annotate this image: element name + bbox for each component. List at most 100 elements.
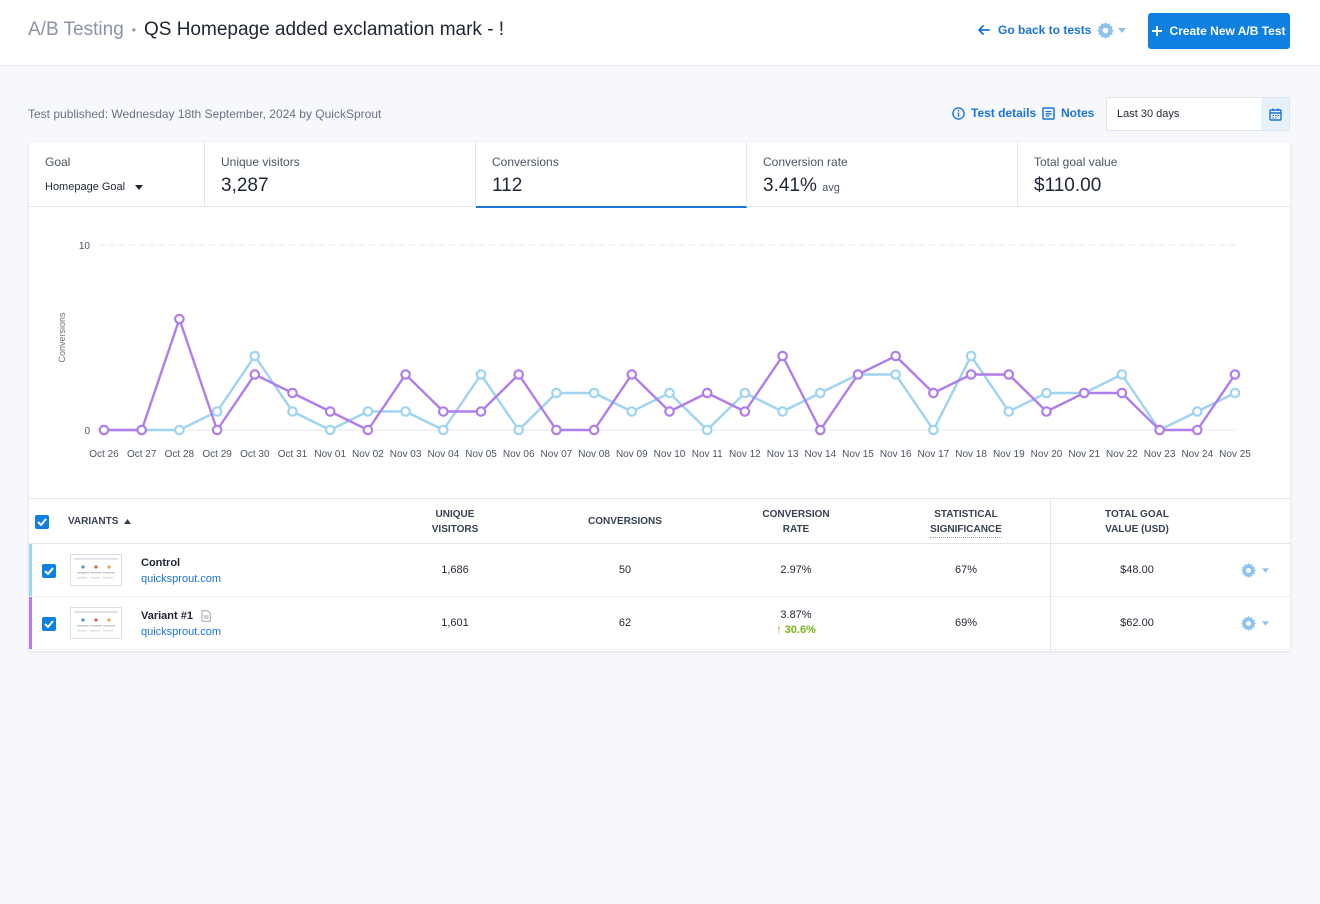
create-ab-test-button[interactable]: Create New A/B Test bbox=[1148, 13, 1290, 49]
control-settings-button[interactable] bbox=[1241, 563, 1269, 578]
gear-icon bbox=[1241, 563, 1256, 578]
select-all-checkbox[interactable] bbox=[35, 515, 49, 529]
top-bar: A/B Testing • QS Homepage added exclamat… bbox=[0, 0, 1320, 66]
series-1-point bbox=[1116, 369, 1128, 380]
x-tick-label: Nov 13 bbox=[767, 449, 799, 460]
breadcrumb-separator: • bbox=[131, 23, 136, 37]
x-tick-label: Oct 28 bbox=[165, 449, 195, 460]
statistical-significance-header[interactable]: STATISTICAL SIGNIFICANCE bbox=[916, 507, 1016, 538]
series-2-point bbox=[965, 369, 977, 380]
published-info: Test published: Wednesday 18th September… bbox=[28, 107, 382, 121]
variant-1-url-link[interactable]: quicksprout.com bbox=[141, 626, 222, 638]
conversion-rate-suffix: avg bbox=[822, 182, 840, 194]
series-1-point bbox=[664, 387, 675, 399]
series-1-point bbox=[777, 406, 788, 417]
variant-1-checkbox[interactable] bbox=[42, 617, 56, 631]
series-1-point bbox=[174, 424, 185, 436]
conversion-rate-number: 3.41% bbox=[763, 175, 817, 196]
series-2-point bbox=[777, 350, 788, 362]
page-preview-icon bbox=[74, 611, 118, 632]
conversion-rate-value: 3.41% avg bbox=[763, 175, 1017, 197]
x-tick-label: Nov 04 bbox=[427, 449, 459, 460]
metric-conversion-rate[interactable]: Conversion rate 3.41% avg bbox=[747, 142, 1018, 207]
breadcrumb-section[interactable]: A/B Testing bbox=[28, 19, 124, 40]
series-2-point bbox=[400, 369, 411, 380]
y-tick-label: 10 bbox=[79, 241, 91, 252]
series-1-point bbox=[739, 387, 751, 399]
series-2-point bbox=[513, 369, 524, 380]
control-checkbox[interactable] bbox=[42, 564, 56, 578]
series-2-point bbox=[287, 387, 298, 399]
variant-1-thumbnail[interactable] bbox=[70, 607, 122, 639]
metric-conversions[interactable]: Conversions 112 bbox=[476, 142, 747, 208]
goal-select[interactable]: Homepage Goal bbox=[45, 181, 204, 193]
variant-1-settings-button[interactable] bbox=[1241, 616, 1269, 631]
series-2-point bbox=[324, 406, 336, 417]
series-1-point bbox=[513, 424, 524, 436]
gear-icon bbox=[1097, 22, 1114, 39]
x-tick-label: Oct 30 bbox=[240, 449, 270, 460]
check-icon bbox=[37, 518, 47, 526]
conversions-label: Conversions bbox=[492, 155, 559, 169]
page-title: QS Homepage added exclamation mark - ! bbox=[143, 19, 505, 40]
control-name-label: Control bbox=[141, 557, 181, 569]
x-tick-label: Nov 22 bbox=[1106, 449, 1138, 460]
series-2-point bbox=[211, 424, 223, 436]
x-tick-label: Nov 21 bbox=[1068, 449, 1100, 460]
metric-total-goal-value[interactable]: Total goal value $110.00 bbox=[1018, 142, 1290, 207]
control-url-link[interactable]: quicksprout.com bbox=[141, 573, 222, 585]
metrics-bar: Goal Homepage Goal Unique visitors 3,287… bbox=[29, 142, 1290, 208]
info-icon bbox=[952, 106, 965, 120]
notes-button[interactable]: Notes bbox=[1042, 106, 1094, 120]
series-1-point bbox=[588, 387, 600, 399]
series-2-point bbox=[1116, 387, 1128, 399]
series-1-point bbox=[437, 424, 449, 436]
series-2-point bbox=[1229, 369, 1241, 380]
series-1-point bbox=[324, 424, 336, 436]
series-2-point bbox=[551, 424, 562, 436]
x-tick-label: Nov 09 bbox=[616, 449, 648, 460]
x-tick-label: Nov 02 bbox=[352, 449, 384, 460]
go-back-link[interactable]: Go back to tests bbox=[978, 23, 1091, 37]
control-thumbnail[interactable] bbox=[70, 554, 122, 586]
series-2-point bbox=[1003, 369, 1015, 380]
x-tick-label: Nov 11 bbox=[692, 449, 723, 460]
series-2-point bbox=[852, 369, 864, 380]
control-conversion-rate: 2.97% bbox=[780, 564, 812, 576]
series-2-point bbox=[664, 406, 675, 417]
conversions-value: 112 bbox=[492, 175, 523, 196]
date-range-picker[interactable]: Last 30 days bbox=[1106, 97, 1290, 131]
calendar-button[interactable] bbox=[1261, 98, 1289, 130]
unique-visitors-header: UNIQUE VISITORS bbox=[405, 507, 505, 537]
x-tick-label: Nov 12 bbox=[729, 449, 761, 460]
variant-1-visitors: 1,601 bbox=[441, 617, 469, 629]
variant-1-name: Variant #1 bbox=[141, 610, 211, 622]
series-1-point bbox=[211, 406, 223, 417]
series-2-point bbox=[1041, 406, 1052, 417]
unique-visitors-label: Unique visitors bbox=[221, 155, 300, 169]
metric-unique-visitors[interactable]: Unique visitors 3,287 bbox=[205, 142, 476, 207]
chevron-down-icon bbox=[1262, 621, 1269, 626]
x-tick-label: Nov 18 bbox=[955, 449, 987, 460]
notes-icon bbox=[1042, 106, 1055, 120]
series-1-point bbox=[1229, 387, 1241, 399]
control-conversions: 50 bbox=[618, 564, 632, 576]
x-tick-label: Oct 27 bbox=[127, 449, 157, 460]
series-2-point bbox=[928, 387, 939, 399]
test-details-button[interactable]: Test details bbox=[952, 106, 1036, 120]
series-1-point bbox=[701, 424, 713, 436]
document-icon[interactable] bbox=[201, 610, 211, 622]
conversions-chart: 0 10 Conversions Oct 26 Oct 27 Oct 28 Oct 29 Oc… bbox=[29, 208, 1290, 498]
x-tick-label: Oct 31 bbox=[278, 449, 308, 460]
total-goal-value-header: TOTAL GOAL VALUE (USD) bbox=[1087, 507, 1187, 537]
settings-menu-button[interactable] bbox=[1097, 22, 1126, 39]
variants-sort-header[interactable]: VARIANTS bbox=[68, 514, 132, 529]
plus-icon bbox=[1152, 26, 1163, 36]
total-goal-value: $110.00 bbox=[1034, 175, 1102, 196]
x-tick-label: Nov 16 bbox=[880, 449, 912, 460]
table-header: VARIANTS UNIQUE VISITORS CONVERSIONS CON… bbox=[29, 498, 1290, 544]
series-2-point bbox=[1192, 424, 1203, 436]
series-2-point bbox=[890, 350, 901, 362]
conversion-rate-header-line1: CONVERSION bbox=[762, 509, 830, 520]
check-icon bbox=[44, 567, 54, 575]
